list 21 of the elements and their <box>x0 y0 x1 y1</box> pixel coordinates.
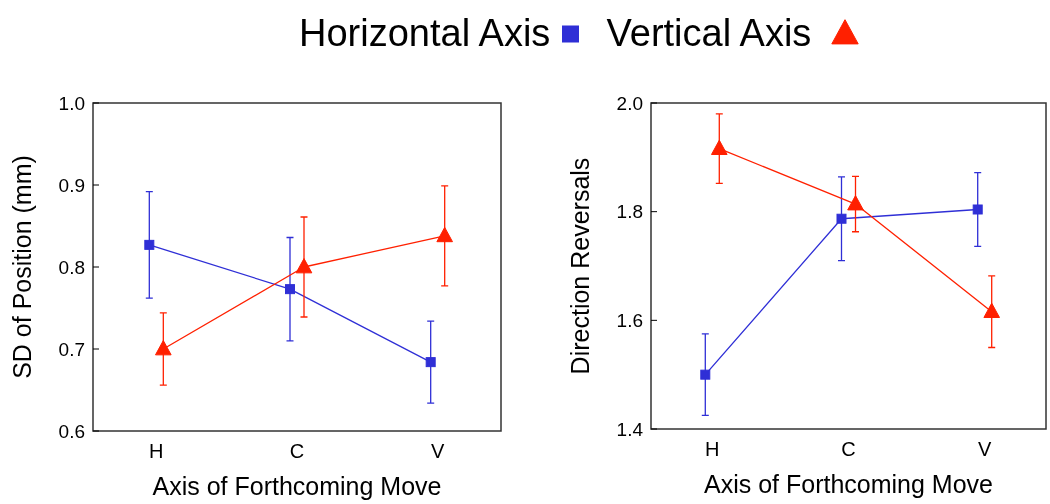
y-tick-label: 1.0 <box>58 92 85 114</box>
y-tick-label: 0.6 <box>58 420 85 442</box>
y-tick-label: 1.8 <box>616 201 643 223</box>
x-tick-label: V <box>431 440 446 462</box>
legend-label: Vertical Axis <box>606 12 812 54</box>
y-tick-label: 0.8 <box>58 256 85 278</box>
x-axis-title: Axis of Forthcoming Move <box>152 472 442 500</box>
legend-label: Horizontal Axis <box>299 12 551 54</box>
x-tick-label: H <box>149 440 164 462</box>
y-tick-label: 0.9 <box>58 174 85 196</box>
y-axis-title: Direction Reversals <box>566 157 594 375</box>
y-tick-label: 2.0 <box>616 92 643 114</box>
y-tick-label: 1.6 <box>616 309 643 331</box>
x-tick-label: V <box>978 438 993 460</box>
x-tick-label: C <box>841 438 856 460</box>
x-tick-label: C <box>289 440 305 462</box>
y-axis-title: SD of Position (mm) <box>8 155 36 379</box>
x-axis-title: Axis of Forthcoming Move <box>704 470 993 498</box>
y-tick-label: 1.4 <box>616 418 644 440</box>
x-tick-label: H <box>705 438 720 460</box>
y-tick-label: 0.7 <box>58 338 85 360</box>
